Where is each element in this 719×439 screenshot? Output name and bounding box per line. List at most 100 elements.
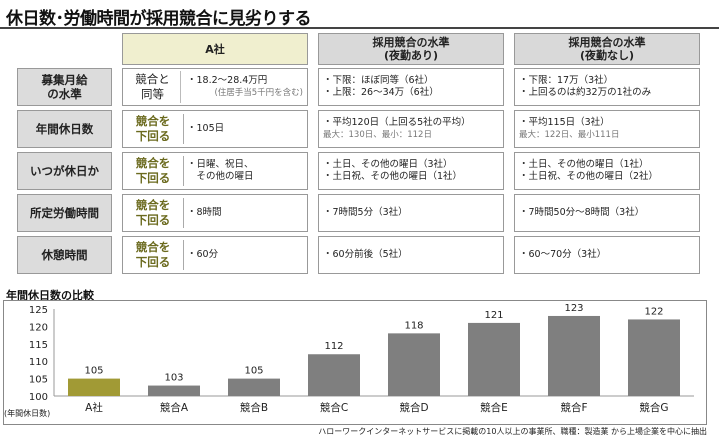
row-label-line: 所定労働時間 xyxy=(30,206,99,220)
cell-line: ・下限：17万（3社） xyxy=(519,75,614,86)
y-tick-label: 120 xyxy=(29,322,48,333)
cell-line: ・土日祝、その他の曜日（2社） xyxy=(519,171,659,182)
header-company-a: A社 xyxy=(122,33,308,65)
cell-line: ・60分前後（5社） xyxy=(323,249,408,260)
cell-line: ・平均115日（3社） xyxy=(519,117,610,128)
row-label: 休憩時間 xyxy=(17,236,112,274)
cell-body: ・土日、その他の曜日（1社） ・土日祝、その他の曜日（2社） xyxy=(519,153,695,189)
cell-a: 競合と 同等 ・18.2～28.4万円 (住居手当5千円を含む) xyxy=(122,68,308,106)
x-tick-label: 競合G xyxy=(639,401,668,414)
badge-line: 下回る xyxy=(135,255,171,269)
cell-line: ・8時間 xyxy=(187,207,222,218)
bar-value-label: 122 xyxy=(644,306,663,317)
row-label-line: 募集月給 xyxy=(41,73,88,87)
cell-a: 競合を 下回る ・日曜、祝日、 その他の曜日 xyxy=(122,152,308,190)
bar-chart: 100 105 110 115 120 125 (年間休日数) 105 A社 103 競合A 105 競… xyxy=(3,300,707,425)
comparison-badge: 競合を 下回る xyxy=(125,197,181,229)
bar-1 xyxy=(148,385,200,396)
bar-value-label: 112 xyxy=(324,341,343,352)
bar-2 xyxy=(228,378,280,396)
row-label-line: 休憩時間 xyxy=(41,248,88,262)
source-note: ハローワークインターネットサービスに掲載の10人以上の事業所、職種：製造業 から… xyxy=(318,427,707,436)
row-label-line: の水準 xyxy=(47,87,82,101)
cell-line: ・7時間50分～8時間（3社） xyxy=(519,207,645,218)
title-rule xyxy=(0,27,719,29)
header-c-line1: 採用競合の水準 xyxy=(568,36,646,49)
badge-line: 下回る xyxy=(135,171,171,185)
bar-value-label: 121 xyxy=(484,310,503,321)
cell-body: ・60分 xyxy=(187,237,303,273)
comparison-badge: 競合を 下回る xyxy=(125,155,181,187)
cell-divider xyxy=(183,156,184,186)
cell-body: ・8時間 xyxy=(187,195,303,231)
cell-body: ・7時間5分（3社） xyxy=(323,195,499,231)
cell-line: ・土日、その他の曜日（3社） xyxy=(323,159,453,170)
comparison-badge: 競合を 下回る xyxy=(125,239,181,271)
bar-6 xyxy=(548,315,600,396)
cell-subnote: (住居手当5千円を含む) xyxy=(214,88,303,98)
cell-body: ・60分前後（5社） xyxy=(323,237,499,273)
cell-body: ・平均120日（上回る5社の平均） 最大：130日、最小：112日 xyxy=(323,111,499,147)
x-tick-label: 競合F xyxy=(560,401,587,414)
cell-line: ・日曜、祝日、 xyxy=(187,159,254,170)
cell-body: ・18.2～28.4万円 (住居手当5千円を含む) xyxy=(187,69,303,105)
cell-body: ・日曜、祝日、 その他の曜日 xyxy=(187,153,303,189)
row-label-line: いつが休日か xyxy=(30,164,99,178)
bar-value-label: 105 xyxy=(244,366,263,377)
cell-subnote: 最大：122日、最小111日 xyxy=(519,130,620,140)
row-label-line: 年間休日数 xyxy=(35,122,94,136)
cell-b: ・平均120日（上回る5社の平均） 最大：130日、最小：112日 xyxy=(318,110,504,148)
cell-body: ・土日、その他の曜日（3社） ・土日祝、その他の曜日（1社） xyxy=(323,153,499,189)
cell-divider xyxy=(183,114,184,144)
cell-body: ・下限：ほぼ同等（6社） ・上限：26～34万（6社） xyxy=(323,69,499,105)
comparison-badge: 競合を 下回る xyxy=(125,113,181,145)
badge-line: 下回る xyxy=(135,213,171,227)
cell-b: ・7時間5分（3社） xyxy=(318,194,504,232)
x-tick-label: 競合E xyxy=(480,401,508,414)
x-tick-label: 競合A xyxy=(160,401,189,414)
cell-line: ・105日 xyxy=(187,123,225,134)
header-competitor-day: 採用競合の水準 (夜勤なし) xyxy=(514,33,700,65)
cell-a: 競合を 下回る ・60分 xyxy=(122,236,308,274)
cell-a: 競合を 下回る ・105日 xyxy=(122,110,308,148)
cell-line: ・7時間5分（3社） xyxy=(323,207,408,218)
badge-line: 競合を xyxy=(135,156,171,170)
comparison-badge: 競合と 同等 xyxy=(125,71,181,103)
cell-line: ・上回るのは約32万の1社のみ xyxy=(519,87,652,98)
bar-7 xyxy=(628,319,680,396)
cell-body: ・平均115日（3社） 最大：122日、最小111日 xyxy=(519,111,695,147)
bar-5 xyxy=(468,322,520,396)
badge-line: 同等 xyxy=(141,87,164,101)
cell-c: ・60～70分（3社） xyxy=(514,236,700,274)
badge-line: 競合と xyxy=(135,72,170,86)
cell-body: ・下限：17万（3社） ・上回るのは約32万の1社のみ xyxy=(519,69,695,105)
y-axis-label: (年間休日数) xyxy=(4,408,50,418)
cell-c: ・下限：17万（3社） ・上回るのは約32万の1社のみ xyxy=(514,68,700,106)
row-label: 募集月給 の水準 xyxy=(17,68,112,106)
cell-line: ・土日、その他の曜日（1社） xyxy=(519,159,649,170)
x-tick-label: A社 xyxy=(85,401,103,414)
y-tick-label: 100 xyxy=(29,392,48,403)
x-tick-label: 競合B xyxy=(240,401,268,414)
cell-line: その他の曜日 xyxy=(187,171,254,182)
y-tick-label: 115 xyxy=(29,340,48,351)
cell-line: ・60分 xyxy=(187,249,219,260)
x-tick-label: 競合C xyxy=(320,401,348,414)
cell-line: ・60～70分（3社） xyxy=(519,249,607,260)
y-tick-label: 125 xyxy=(29,305,48,316)
cell-line: ・18.2～28.4万円 xyxy=(187,75,268,86)
cell-divider xyxy=(183,240,184,270)
y-tick-label: 105 xyxy=(29,375,48,386)
cell-c: ・土日、その他の曜日（1社） ・土日祝、その他の曜日（2社） xyxy=(514,152,700,190)
row-label: 年間休日数 xyxy=(17,110,112,148)
bar-3 xyxy=(308,354,360,396)
chart-title: 年間休日数の比較 xyxy=(6,289,94,302)
cell-divider xyxy=(183,198,184,228)
header-b-line2: (夜勤あり) xyxy=(383,49,439,62)
row-label: 所定労働時間 xyxy=(17,194,112,232)
cell-line: ・上限：26～34万（6社） xyxy=(323,87,439,98)
bar-value-label: 105 xyxy=(84,366,103,377)
badge-line: 競合を xyxy=(135,114,171,128)
cell-b: ・土日、その他の曜日（3社） ・土日祝、その他の曜日（1社） xyxy=(318,152,504,190)
cell-c: ・7時間50分～8時間（3社） xyxy=(514,194,700,232)
